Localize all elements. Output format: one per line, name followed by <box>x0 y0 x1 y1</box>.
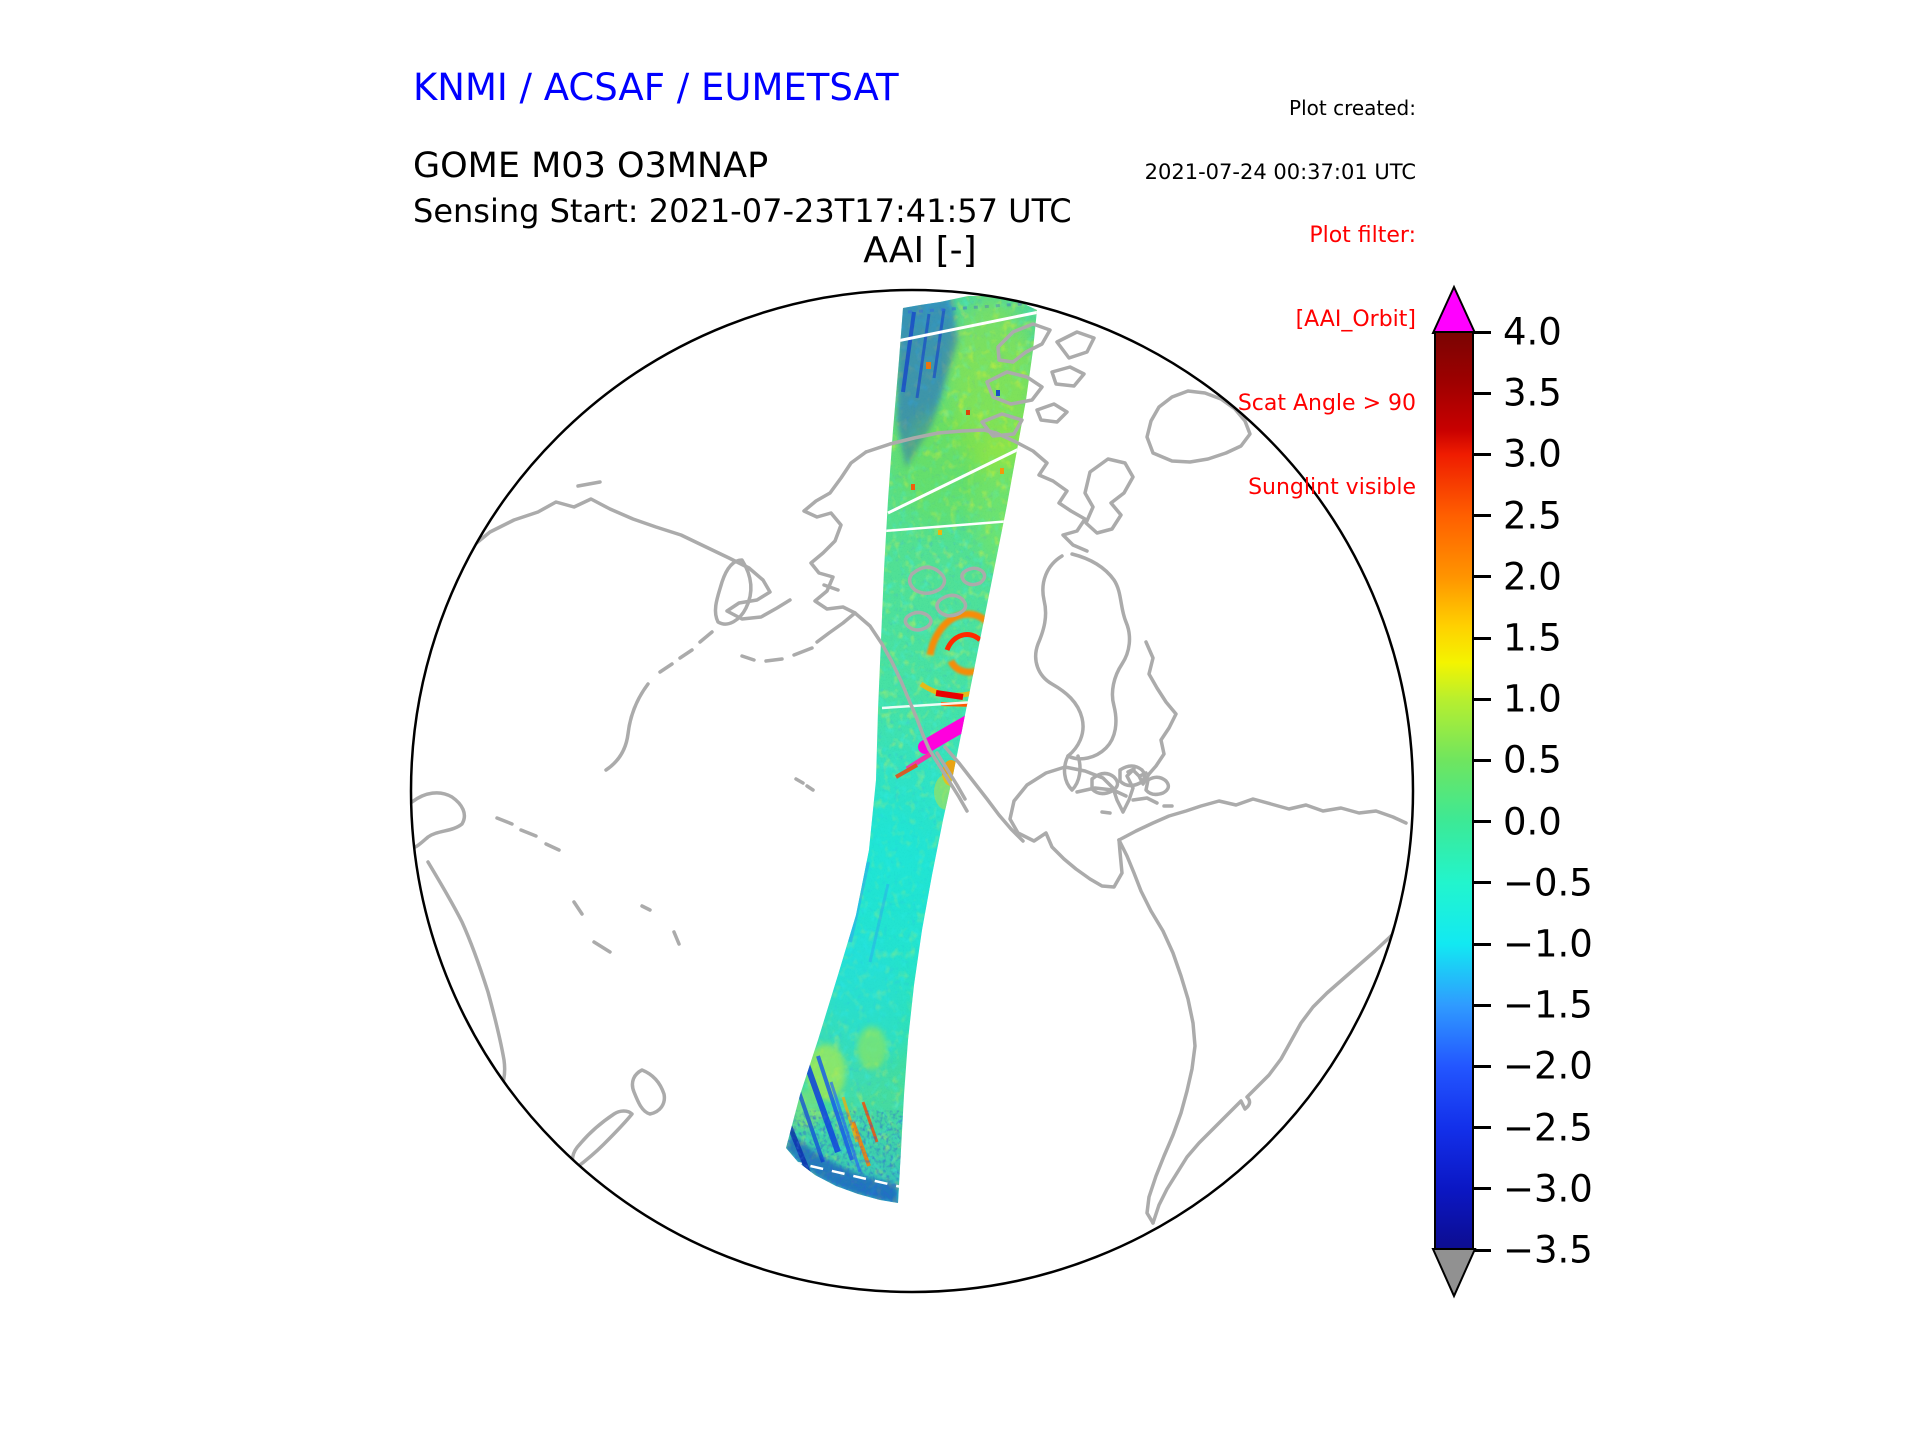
coastlines <box>411 322 1408 1225</box>
colorbar-tick <box>1474 330 1491 334</box>
colorbar-gradient-bar <box>1434 331 1474 1251</box>
colorbar-tick <box>1474 452 1491 456</box>
colorbar-tick-label: −3.5 <box>1503 1228 1593 1272</box>
colorbar-tick-label: −1.5 <box>1503 983 1593 1027</box>
sensing-start-line: Sensing Start: 2021-07-23T17:41:57 UTC <box>413 192 1072 230</box>
satellite-swath <box>786 296 1037 1203</box>
colorbar-tick <box>1474 1187 1491 1191</box>
coast-baja <box>927 747 969 813</box>
colorbar-tick-label: 2.5 <box>1503 494 1562 538</box>
colorbar-tick-label: 4.0 <box>1503 310 1562 354</box>
coast-na-east <box>1008 640 1178 889</box>
plot-filter-line: Sunglint visible <box>1248 475 1416 500</box>
colorbar-tick <box>1474 575 1491 579</box>
plot-created-label: Plot created: <box>1289 96 1416 120</box>
colorbar-tick-label: −2.5 <box>1503 1106 1593 1150</box>
globe-outline <box>409 288 1415 1294</box>
colorbar-tick <box>1474 1003 1491 1007</box>
colorbar-tick-label: −0.5 <box>1503 861 1593 905</box>
coast-australia <box>426 860 507 1099</box>
coast-great-lakes <box>1090 771 1120 796</box>
institution-title: KNMI / ACSAF / EUMETSAT <box>413 66 899 109</box>
colorbar-tick <box>1474 1064 1491 1068</box>
plot-filter-block: Plot filter: [AAI_Orbit] Scat Angle > 90… <box>1046 166 1416 558</box>
coast-hawaii <box>794 777 815 792</box>
plot-filter-line: Scat Angle > 90 <box>1237 391 1416 416</box>
coast-canada-north <box>994 431 1089 553</box>
coast-na-west <box>853 611 931 751</box>
colorbar-under-arrow <box>1431 1248 1477 1299</box>
coast-new-guinea <box>411 791 467 850</box>
coast-sa-west <box>1117 838 1197 1225</box>
coast-hudson-bay <box>1033 552 1132 761</box>
coast-new-zealand <box>630 1068 667 1116</box>
colorbar-tick <box>1474 1248 1491 1252</box>
colorbar-tick <box>1474 758 1491 762</box>
colorbar-tick <box>1474 697 1491 701</box>
coast-sa-east <box>1151 919 1408 1225</box>
plot-filter-line: [AAI_Orbit] <box>1295 307 1416 332</box>
colorbar-tick <box>1474 1126 1491 1130</box>
colorbar-tick-label: −3.0 <box>1503 1167 1593 1211</box>
colorbar-tick-label: 3.5 <box>1503 371 1562 415</box>
coast-japan <box>604 682 650 772</box>
plot-created-block: Plot created: 2021-07-24 00:37:01 UTC <box>1016 58 1416 223</box>
colorbar-tick <box>1474 881 1491 885</box>
colorbar-tick <box>1474 820 1491 824</box>
plot-title: AAI [-] <box>863 230 977 271</box>
coast-baffin <box>1083 457 1135 535</box>
coast-siberia <box>445 497 792 621</box>
coast-kamchatka <box>713 558 753 626</box>
colorbar-tick <box>1474 391 1491 395</box>
colorbar-tick-label: −1.0 <box>1503 922 1593 966</box>
colorbar <box>1431 284 1477 1299</box>
coast-sa-north <box>1117 797 1408 842</box>
colorbar-tick <box>1474 636 1491 640</box>
colorbar-tick-label: −2.0 <box>1503 1044 1593 1088</box>
colorbar-tick-label: 1.5 <box>1503 616 1562 660</box>
product-title: GOME M03 O3MNAP <box>413 146 769 186</box>
colorbar-tick <box>1474 514 1491 518</box>
coast-cuba <box>1075 786 1128 798</box>
colorbar-tick <box>1474 942 1491 946</box>
plot-created-timestamp: 2021-07-24 00:37:01 UTC <box>1144 160 1416 184</box>
colorbar-tick-label: 1.0 <box>1503 677 1562 721</box>
colorbar-tick-label: 0.0 <box>1503 800 1562 844</box>
colorbar-tick-label: 2.0 <box>1503 555 1562 599</box>
colorbar-tick-label: 0.5 <box>1503 738 1562 782</box>
plot-filter-line: Plot filter: <box>1309 223 1416 248</box>
colorbar-tick-label: 3.0 <box>1503 432 1562 476</box>
coast-alaska <box>864 428 998 454</box>
colorbar-over-arrow <box>1431 284 1477 334</box>
